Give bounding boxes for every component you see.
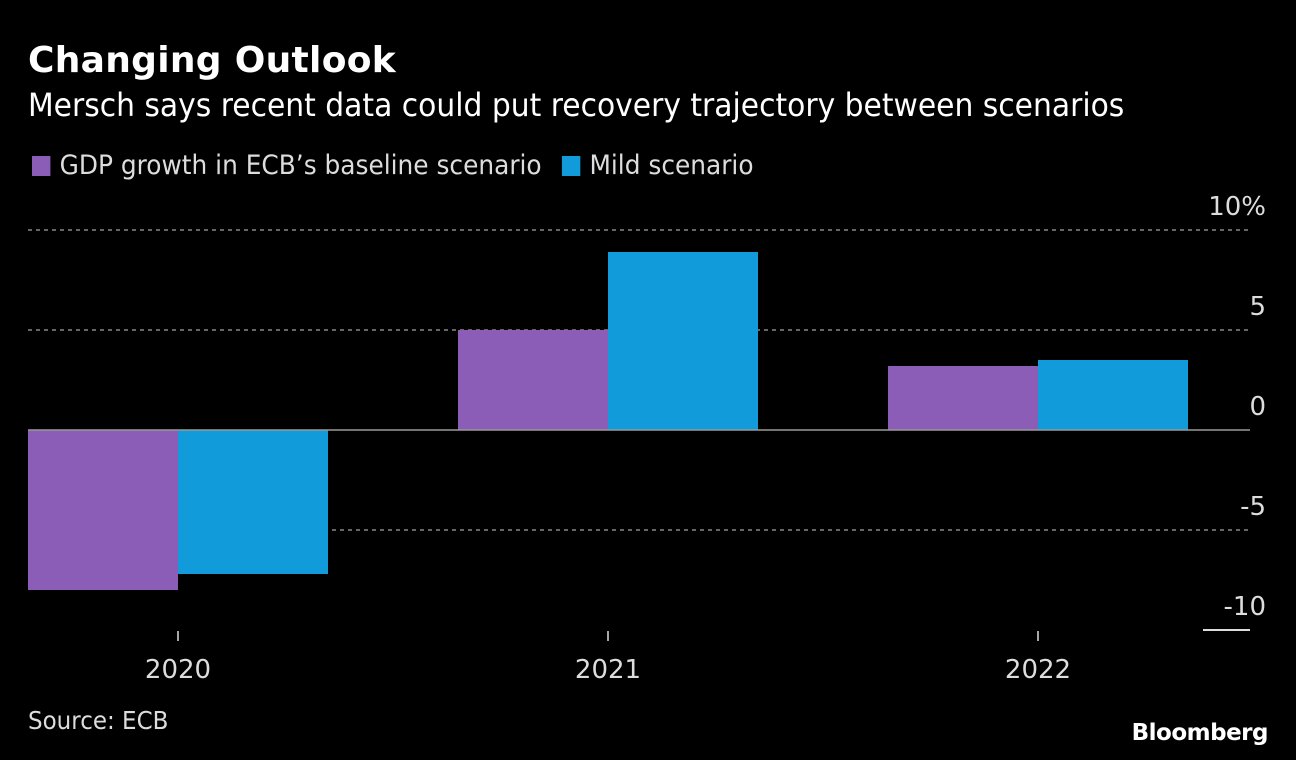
- x-tick-label: 2021: [575, 655, 641, 685]
- bar-mild-2020: [178, 430, 328, 574]
- source-note: Source: ECB: [28, 706, 169, 735]
- legend-swatch-baseline: [32, 155, 51, 176]
- legend-label-mild: Mild scenario: [589, 150, 754, 181]
- legend-swatch-mild: [561, 155, 581, 176]
- y-tick-label: -5: [1240, 492, 1266, 522]
- legend-label-baseline: GDP growth in ECB’s baseline scenario: [59, 150, 542, 181]
- y-tick-label: 0: [1249, 392, 1266, 422]
- bar-baseline-2022: [888, 366, 1038, 430]
- bloomberg-logo: Bloomberg: [1131, 720, 1269, 746]
- chart-subtitle: Mersch says recent data could put recove…: [28, 86, 1125, 124]
- y-tick-label: 10%: [1208, 192, 1266, 222]
- bar-baseline-2021: [458, 330, 608, 430]
- legend: GDP growth in ECB’s baseline scenario Mi…: [32, 150, 774, 181]
- y-tick-label: -10: [1224, 592, 1266, 622]
- bar-mild-2022: [1038, 360, 1188, 430]
- axes: 10% 5 0 -5 -10 2020 2021 2022: [28, 192, 1266, 685]
- x-tick-label: 2022: [1005, 655, 1071, 685]
- y-tick-label: 5: [1249, 292, 1266, 322]
- x-tick-label: 2020: [145, 655, 211, 685]
- bars: [28, 252, 1188, 590]
- bar-baseline-2020: [28, 430, 178, 590]
- bar-mild-2021: [608, 252, 758, 430]
- legend-item-baseline: GDP growth in ECB’s baseline scenario: [32, 150, 542, 181]
- chart-title: Changing Outlook: [28, 40, 396, 81]
- legend-item-mild: Mild scenario: [561, 150, 754, 181]
